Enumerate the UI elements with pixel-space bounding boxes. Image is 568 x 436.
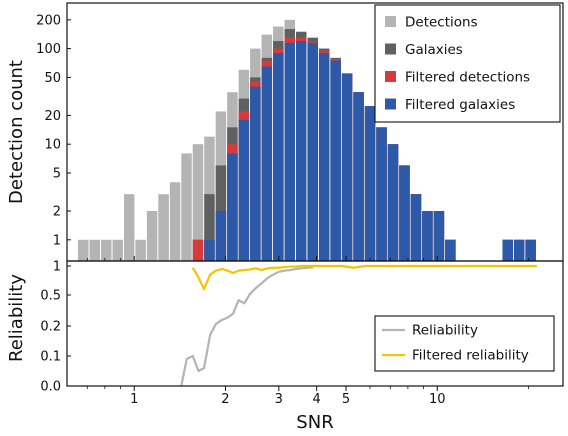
bar-filtered-galaxies xyxy=(445,239,456,261)
histogram-bars xyxy=(77,19,536,262)
top-y-axis-label: Detection count xyxy=(6,60,27,204)
y-tick-label: 50 xyxy=(44,71,61,86)
bar-filtered-galaxies xyxy=(227,153,238,261)
reliability-legend: Reliability Filtered reliability xyxy=(374,315,555,372)
bar-filtered-galaxies xyxy=(364,106,376,261)
y-tick-label: 1 xyxy=(53,233,61,248)
bar-detections xyxy=(181,153,192,261)
bar-filtered-galaxies xyxy=(433,211,445,261)
y-tick-label: 10 xyxy=(44,138,61,153)
bar-filtered-galaxies xyxy=(250,86,261,262)
bar-detections xyxy=(158,194,169,261)
legend-swatch-filtered-galaxies xyxy=(385,98,396,110)
x-tick-label: 3 xyxy=(275,392,283,407)
legend-label-detections: Detections xyxy=(405,15,478,31)
bar-filtered-galaxies xyxy=(513,239,525,261)
bar-filtered-galaxies xyxy=(353,92,364,261)
x-tick-label: 2 xyxy=(221,392,229,407)
bar-detections xyxy=(101,239,112,261)
line-reliability xyxy=(180,266,314,387)
line-filtered-reliability xyxy=(191,264,537,291)
y-tick-label: 0.0 xyxy=(40,380,61,395)
legend-swatch-filtered-detections xyxy=(385,71,396,82)
x-tick-label: 4 xyxy=(313,392,321,407)
detection-count-panel: 1 2 5 10 20 50 100 200 xyxy=(36,2,564,262)
y-tick-label: 0.1 xyxy=(40,350,61,365)
bar-filtered-galaxies xyxy=(296,41,307,261)
reliability-lines xyxy=(180,264,537,387)
bar-filtered-galaxies xyxy=(330,60,341,261)
x-tick-label: 5 xyxy=(342,392,350,407)
x-tick-label: 1 xyxy=(130,392,138,407)
x-axis-label: SNR xyxy=(296,412,333,433)
bar-filtered-galaxies xyxy=(525,239,536,261)
legend-swatch-galaxies xyxy=(385,43,396,55)
bar-filtered-galaxies xyxy=(399,165,410,261)
legend-label-filtered-detections: Filtered detections xyxy=(405,70,530,86)
legend-label-reliability: Reliability xyxy=(412,323,478,339)
bar-filtered-galaxies xyxy=(410,194,422,261)
bar-filtered-galaxies xyxy=(284,42,296,262)
bar-filtered-galaxies xyxy=(318,52,330,262)
detection-count-y-ticks: 1 2 5 10 20 50 100 200 xyxy=(36,13,71,248)
bar-filtered-galaxies xyxy=(376,127,387,262)
bar-filtered-galaxies xyxy=(341,73,353,262)
bar-galaxies xyxy=(204,194,215,261)
reliability-panel: 0.0 0.1 0.2 0.5 1 1 2 3 4 5 10 xyxy=(40,256,564,407)
bar-detections xyxy=(77,239,89,261)
bar-filtered-detections xyxy=(192,239,204,261)
y-tick-label: 2 xyxy=(53,205,61,220)
bar-filtered-galaxies xyxy=(204,239,215,261)
bar-filtered-galaxies xyxy=(215,211,227,261)
legend-label-filtered-galaxies: Filtered galaxies xyxy=(405,97,515,113)
y-tick-label: 0.5 xyxy=(40,289,61,304)
y-tick-label: 1 xyxy=(53,260,61,275)
y-tick-label: 5 xyxy=(53,166,61,181)
bar-filtered-galaxies xyxy=(273,52,284,262)
x-tick-label: 10 xyxy=(429,392,446,407)
bar-filtered-galaxies xyxy=(422,211,433,261)
bar-detections xyxy=(146,211,158,261)
y-tick-label: 200 xyxy=(36,13,61,28)
reliability-legend-box xyxy=(374,315,555,372)
legend-label-galaxies: Galaxies xyxy=(405,42,463,58)
histogram-legend: Detections Galaxies Filtered detections Fil… xyxy=(374,4,561,123)
bar-filtered-galaxies xyxy=(502,239,513,261)
bottom-y-axis-label: Reliability xyxy=(6,274,27,362)
bar-detections xyxy=(123,194,135,261)
legend-label-filtered-reliability: Filtered reliability xyxy=(412,348,529,364)
bar-filtered-galaxies xyxy=(261,66,273,262)
bar-detections xyxy=(135,239,146,261)
bar-filtered-galaxies xyxy=(238,119,250,261)
bar-filtered-galaxies xyxy=(307,42,318,262)
bar-detections xyxy=(89,239,101,261)
bar-filtered-galaxies xyxy=(387,144,399,261)
y-tick-label: 0.2 xyxy=(40,320,61,335)
bar-detections xyxy=(112,239,123,261)
bar-detections xyxy=(192,144,204,261)
bar-detections xyxy=(169,182,181,261)
legend-swatch-detections xyxy=(385,16,396,27)
bottom-plot-frame xyxy=(66,260,564,387)
y-tick-label: 20 xyxy=(44,109,61,124)
histogram-legend-box xyxy=(374,4,561,123)
y-tick-label: 100 xyxy=(36,42,61,57)
reliability-y-ticks: 0.0 0.1 0.2 0.5 1 xyxy=(40,260,71,395)
